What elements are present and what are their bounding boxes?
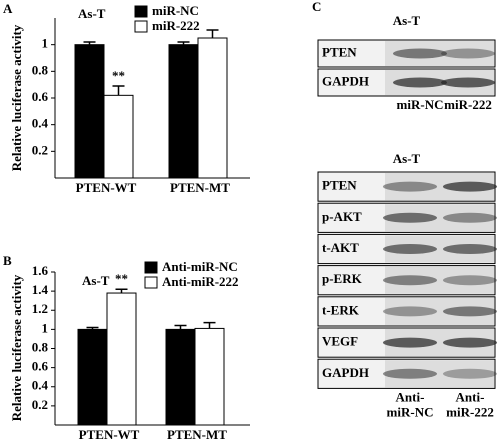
y-tick-label: 0.6 xyxy=(32,89,49,104)
bar xyxy=(77,328,108,426)
error-bar xyxy=(86,326,99,330)
blot-row-label: t-AKT xyxy=(322,240,359,255)
legend-swatch xyxy=(134,20,148,33)
chart-title: As-T xyxy=(78,6,106,21)
blot-band xyxy=(441,77,495,88)
bar xyxy=(197,37,228,179)
x-tick-label: PTEN-MT xyxy=(167,427,227,442)
panel-label: C xyxy=(312,0,321,14)
blot-band xyxy=(443,368,497,379)
blot-row-label: t-ERK xyxy=(322,302,360,317)
blot-row-label: PTEN xyxy=(322,178,357,193)
blot-title: As-T xyxy=(393,151,421,166)
bar xyxy=(165,328,196,426)
blot-band xyxy=(443,212,497,223)
blot-band xyxy=(383,337,437,348)
y-tick-label: 0.2 xyxy=(32,142,48,157)
blot-band xyxy=(383,306,437,317)
blot-band xyxy=(393,77,447,88)
blot-row-label: p-ERK xyxy=(322,271,363,286)
lane-label: miR-222 xyxy=(446,404,494,419)
y-tick-label: 1 xyxy=(42,320,49,335)
bar xyxy=(106,292,137,426)
x-tick-label: PTEN-WT xyxy=(76,180,137,195)
significance: ** xyxy=(112,68,125,83)
blot-band xyxy=(443,306,497,317)
error-bar xyxy=(83,41,96,45)
lane-label: miR-NC xyxy=(387,404,434,419)
y-axis-label: Relative luciferase activity xyxy=(9,24,24,171)
panel-label: B xyxy=(3,253,12,268)
y-tick-label: 0.4 xyxy=(32,116,49,131)
error-bar xyxy=(177,41,190,45)
blot-band xyxy=(393,48,447,59)
x-tick-label: PTEN-WT xyxy=(79,427,140,442)
legend-swatch xyxy=(144,276,158,289)
blot-band xyxy=(383,275,437,286)
legend-label: Anti-miR-222 xyxy=(162,274,239,289)
legend-label: miR-222 xyxy=(152,18,200,33)
x-tick-label: PTEN-MT xyxy=(170,180,230,195)
blot-band xyxy=(383,212,437,223)
chart-title: As-T xyxy=(82,273,110,288)
y-tick-label: 1 xyxy=(42,36,49,51)
error-bar xyxy=(174,324,187,330)
error-bar xyxy=(112,85,125,96)
y-tick-label: 1.2 xyxy=(32,301,48,316)
blot-row-label: p-AKT xyxy=(322,209,362,224)
lane-label: Anti- xyxy=(396,389,425,404)
error-bar xyxy=(115,288,128,294)
y-tick-label: 0.8 xyxy=(32,339,49,354)
lane-label: Anti- xyxy=(456,389,485,404)
legend-label: Anti-miR-NC xyxy=(162,259,238,274)
blot-title: As-T xyxy=(393,13,421,28)
blot-row-label: GAPDH xyxy=(322,73,369,88)
blot-band xyxy=(383,368,437,379)
blot-band xyxy=(443,337,497,348)
blot-row-label: PTEN xyxy=(322,44,357,59)
significance: ** xyxy=(115,271,128,286)
blot-row-label: GAPDH xyxy=(322,365,369,380)
bar xyxy=(103,94,134,179)
bar xyxy=(194,327,225,426)
y-tick-label: 0.2 xyxy=(32,397,48,412)
error-bar xyxy=(206,29,219,38)
blot-row-label: VEGF xyxy=(322,334,358,349)
lane-label: miR-222 xyxy=(444,97,492,112)
bar xyxy=(168,44,199,179)
blot-band xyxy=(383,244,437,254)
y-tick-label: 0.4 xyxy=(32,378,49,393)
blot-band xyxy=(443,181,497,192)
blot-band xyxy=(441,48,495,59)
error-bar xyxy=(203,321,216,329)
legend-swatch xyxy=(134,5,148,18)
panel-label: A xyxy=(3,1,13,16)
y-tick-label: 0.8 xyxy=(32,62,49,77)
legend-swatch xyxy=(144,261,158,274)
blot-band xyxy=(443,275,497,286)
blot-band xyxy=(443,244,497,254)
y-tick-label: 1.4 xyxy=(32,282,49,297)
lane-label: miR-NC xyxy=(397,97,444,112)
y-tick-label: 0.6 xyxy=(32,359,49,374)
blot-band xyxy=(383,181,437,192)
y-axis-label: Relative luciferase activity xyxy=(9,274,24,421)
y-tick-label: 1.6 xyxy=(32,263,49,278)
legend-label: miR-NC xyxy=(152,3,199,18)
bar xyxy=(74,44,105,179)
